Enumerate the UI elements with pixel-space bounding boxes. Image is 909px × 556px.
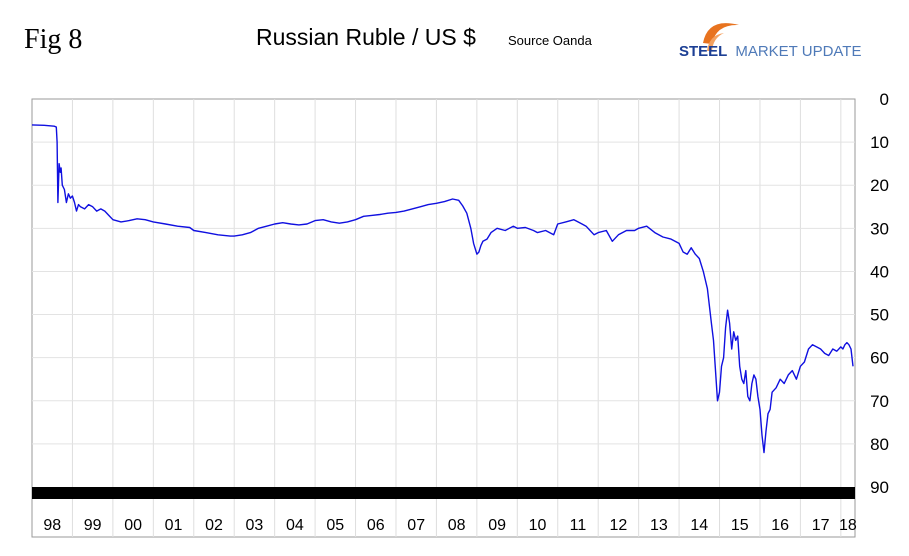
y-tick-label: 50 xyxy=(870,306,889,325)
x-tick-label: 02 xyxy=(205,517,223,534)
vertical-gridlines xyxy=(71,99,842,537)
y-tick-label: 30 xyxy=(870,219,889,238)
x-axis-band xyxy=(32,487,855,499)
x-tick-label: 18 xyxy=(839,517,857,534)
x-tick-label: 08 xyxy=(448,517,466,534)
x-tick-label: 12 xyxy=(610,517,628,534)
x-axis-ticks: 98 99 00 01 02 03 04 05 06 07 08 09 10 11 12 13 14 15 16 17… xyxy=(43,517,857,534)
y-tick-label: 70 xyxy=(870,392,889,411)
y-tick-label: 40 xyxy=(870,262,889,281)
x-tick-label: 16 xyxy=(771,517,789,534)
x-tick-label: 00 xyxy=(124,517,142,534)
horizontal-gridlines xyxy=(32,141,855,445)
svg-text:STEEL MARKET UPDATE: STEEL MARKET UPDATE xyxy=(679,43,861,60)
steel-market-update-logo: STEEL MARKET UPDATE xyxy=(679,23,861,60)
logo-swoosh-icon xyxy=(703,23,739,44)
x-tick-label: 04 xyxy=(286,517,304,534)
logo-text-rest: MARKET UPDATE xyxy=(735,43,861,60)
ruble-usd-series-line xyxy=(31,124,854,454)
x-tick-label: 10 xyxy=(529,517,547,534)
x-tick-label: 09 xyxy=(488,517,506,534)
x-tick-label: 03 xyxy=(246,517,264,534)
x-tick-label: 14 xyxy=(690,517,708,534)
chart-source: Source Oanda xyxy=(508,33,593,48)
x-tick-label: 98 xyxy=(43,517,61,534)
logo-text-steel: STEEL xyxy=(679,43,727,60)
y-tick-label: 80 xyxy=(870,435,889,454)
y-tick-label: 60 xyxy=(870,349,889,368)
chart-title: Russian Ruble / US $ xyxy=(256,24,476,50)
y-tick-label: 20 xyxy=(870,176,889,195)
x-tick-label: 17 xyxy=(812,517,830,534)
y-tick-label: 90 xyxy=(870,478,889,497)
x-tick-label: 99 xyxy=(84,517,102,534)
x-tick-label: 13 xyxy=(650,517,668,534)
x-tick-label: 07 xyxy=(407,517,425,534)
figure-label: Fig 8 xyxy=(24,24,82,55)
y-tick-label: 0 xyxy=(880,90,889,109)
plot-area: 0 10 20 30 40 50 60 70 80 90 98 99 00 01 02 03 04 05 06 07… xyxy=(31,90,889,538)
x-tick-label: 15 xyxy=(731,517,749,534)
plot-frame xyxy=(31,98,856,538)
x-tick-label: 01 xyxy=(165,517,183,534)
x-tick-label: 05 xyxy=(326,517,344,534)
y-tick-label: 10 xyxy=(870,133,889,152)
x-tick-label: 06 xyxy=(367,517,385,534)
x-tick-label: 11 xyxy=(570,517,587,534)
y-axis-ticks: 0 10 20 30 40 50 60 70 80 90 xyxy=(870,90,889,497)
